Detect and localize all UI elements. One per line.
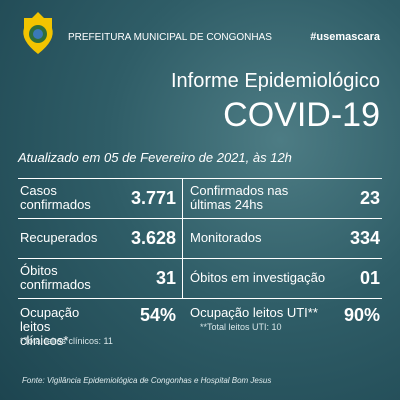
cell-label: Óbitos em investigação — [190, 270, 326, 285]
divider — [18, 218, 382, 219]
cell-value: 3.771 — [130, 188, 176, 208]
divider — [18, 298, 382, 299]
source: Fonte: Vigilância Epidemiológica de Cong… — [22, 376, 272, 385]
cell-value: 23 — [359, 188, 380, 208]
cell-value: 31 — [155, 268, 176, 288]
cell-label: Ocupação leitos clínicos* — [20, 305, 80, 348]
cell-label: Óbitos confirmados — [20, 263, 91, 292]
cell-value: 3.628 — [130, 228, 176, 248]
cell-label: Monitorados — [190, 230, 262, 245]
logo — [23, 12, 53, 54]
divider — [182, 178, 183, 298]
header-title: PREFEITURA MUNICIPAL DE CONGONHAS — [68, 32, 272, 43]
title: COVID-19 — [223, 96, 380, 134]
cell-value: 334 — [349, 228, 380, 248]
divider — [18, 258, 382, 259]
subtitle: Informe Epidemiológico — [171, 70, 380, 92]
cell-label: Ocupação leitos UTI** — [190, 305, 318, 320]
cell-value: 54% — [139, 305, 176, 325]
cell-label: Confirmados nas últimas 24hs — [190, 183, 289, 212]
cell-label: Recuperados — [20, 230, 98, 245]
cell-label: Casos confirmados — [20, 183, 91, 212]
cell-value: 90% — [343, 305, 380, 325]
cell-note: **Total leitos UTI: 10 — [200, 322, 282, 332]
hashtag: #usemascara — [310, 31, 380, 43]
updated: Atualizado em 05 de Fevereiro de 2021, à… — [18, 150, 292, 165]
divider — [18, 178, 382, 179]
cell-note: *Total leitos clínicos: 11 — [20, 336, 113, 346]
cell-value: 01 — [359, 268, 380, 288]
